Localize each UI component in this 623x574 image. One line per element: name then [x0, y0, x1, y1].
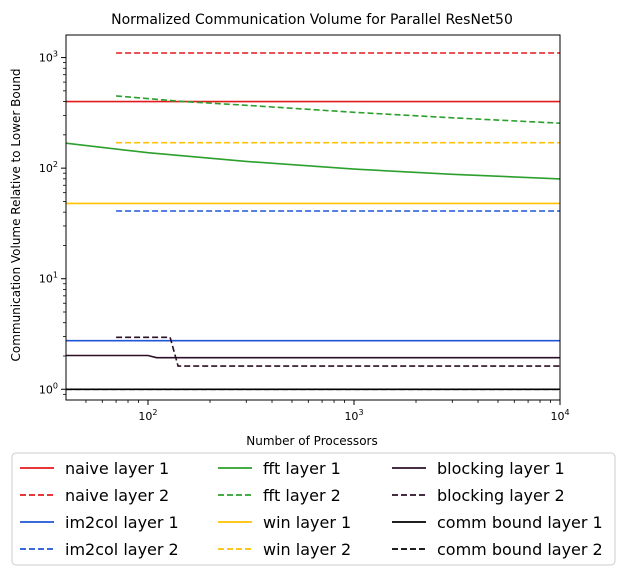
- y-tick-label-3: 102: [39, 160, 58, 175]
- axes: 102 103 104 100 101 102 103: [39, 34, 570, 423]
- x-tick-label-1: 102: [138, 408, 157, 423]
- chart-title: Normalized Communication Volume for Para…: [111, 12, 513, 28]
- series-line-5: [65, 142, 561, 180]
- legend-label-12: comm bound layer 2: [437, 540, 603, 559]
- legend-label-7: win layer 1: [263, 513, 351, 532]
- legend-label-5: fft layer 1: [263, 459, 341, 478]
- plot-lines: [65, 52, 561, 391]
- series-line-6: [116, 95, 561, 124]
- legend-label-11: comm bound layer 1: [437, 513, 603, 532]
- y-tick-label-4: 103: [39, 50, 58, 65]
- plot-frame: [65, 34, 561, 401]
- x-axis-label: Number of Processors: [246, 434, 377, 448]
- legend-box: [11, 452, 616, 566]
- legend-label-9: blocking layer 1: [437, 459, 565, 478]
- x-tick-label-3: 104: [550, 408, 569, 423]
- legend-label-10: blocking layer 2: [437, 486, 565, 505]
- legend-label-3: im2col layer 1: [65, 513, 179, 532]
- legend-label-2: naive layer 2: [65, 486, 169, 505]
- x-tick-label-2: 103: [344, 408, 363, 423]
- legend-label-1: naive layer 1: [65, 459, 169, 478]
- legend-label-6: fft layer 2: [263, 486, 341, 505]
- series-line-10: [116, 336, 560, 367]
- y-axis-label: Communication Volume Relative to Lower B…: [9, 68, 23, 361]
- legend-label-8: win layer 2: [263, 540, 351, 559]
- y-tick-label-2: 101: [39, 271, 58, 286]
- legend-label-4: im2col layer 2: [65, 540, 179, 559]
- y-tick-label-1: 100: [39, 381, 58, 396]
- series-line-9: [66, 354, 560, 359]
- legend: naive layer 1 naive layer 2 im2col layer 1…: [11, 452, 616, 566]
